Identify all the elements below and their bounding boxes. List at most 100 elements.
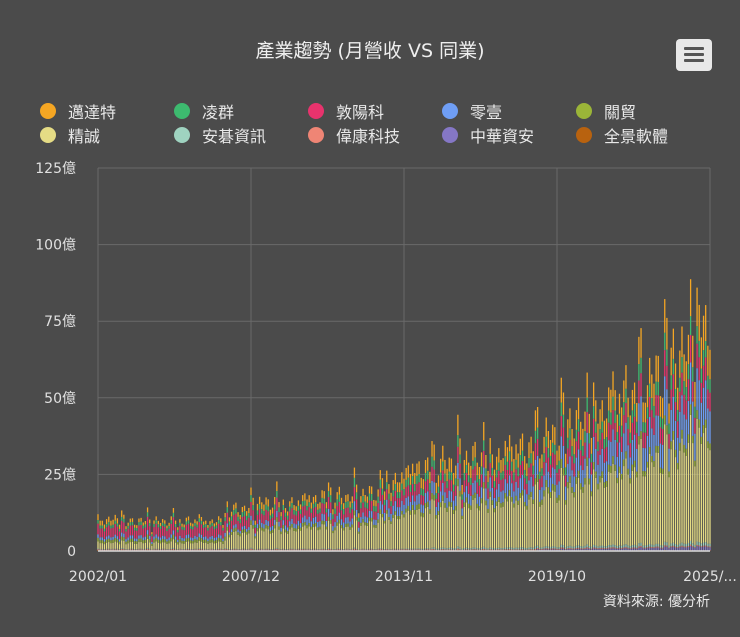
bar-segment xyxy=(205,539,207,543)
bar-segment xyxy=(274,519,276,525)
bar-segment xyxy=(170,541,172,549)
bar-segment xyxy=(418,503,420,509)
bar-segment xyxy=(474,441,476,458)
bar-segment xyxy=(631,545,634,548)
bar-segment xyxy=(543,462,545,476)
bar-segment xyxy=(601,400,603,422)
bar-segment xyxy=(631,439,634,465)
bar-segment xyxy=(679,442,681,451)
bar-segment xyxy=(103,524,106,529)
bar-segment xyxy=(455,510,457,549)
legend-item[interactable]: 安碁資訊 xyxy=(174,124,308,146)
bar-segment xyxy=(513,491,515,504)
bar-segment xyxy=(595,545,597,548)
bar-segment xyxy=(394,472,397,485)
bar-segment xyxy=(256,514,259,524)
bar-segment xyxy=(129,525,131,536)
bar-segment xyxy=(310,549,312,550)
bar-segment xyxy=(541,468,543,476)
bar-segment xyxy=(696,368,698,411)
bar-segment xyxy=(457,486,459,547)
bar-segment xyxy=(411,549,414,551)
bar-segment xyxy=(552,467,554,484)
bar-segment xyxy=(698,546,700,551)
legend-item[interactable]: 零壹 xyxy=(442,100,576,122)
bar-segment xyxy=(569,482,571,546)
bar-segment xyxy=(547,487,550,494)
bar-segment xyxy=(334,508,336,514)
bar-segment xyxy=(190,522,192,526)
bar-segment xyxy=(532,465,534,475)
bar-segment xyxy=(433,482,435,495)
bar-segment xyxy=(541,548,543,550)
bar-segment xyxy=(157,542,159,549)
bar-segment xyxy=(338,548,340,550)
legend-item[interactable]: 中華資安 xyxy=(442,124,576,146)
bar-segment xyxy=(133,543,136,550)
legend-item[interactable]: 關貿 xyxy=(576,100,710,122)
legend-item[interactable]: 全景軟體 xyxy=(576,124,710,146)
bar-segment xyxy=(252,497,254,506)
bar-segment xyxy=(336,522,338,526)
bar-segment xyxy=(418,548,420,550)
bar-segment xyxy=(483,450,485,468)
bar-segment xyxy=(140,548,142,550)
bar-segment xyxy=(601,548,603,551)
bar-segment xyxy=(295,548,297,550)
bar-segment xyxy=(364,549,366,551)
bar-segment xyxy=(571,492,573,547)
bar-segment xyxy=(571,549,573,551)
bar-segment xyxy=(670,543,672,547)
bar-segment xyxy=(133,538,136,542)
bar-segment xyxy=(297,510,300,521)
bar-segment xyxy=(116,536,119,540)
bar-segment xyxy=(439,507,442,548)
bar-segment xyxy=(595,432,597,449)
bar-segment xyxy=(362,502,364,513)
bar-segment xyxy=(694,466,696,545)
legend-item[interactable]: 凌群 xyxy=(174,100,308,122)
bar-segment xyxy=(534,443,537,460)
bar-segment xyxy=(459,547,461,550)
bar-segment xyxy=(153,523,155,528)
bar-segment xyxy=(657,547,659,551)
bar-segment xyxy=(237,529,239,533)
bar-segment xyxy=(608,464,610,472)
bar-segment xyxy=(386,549,388,551)
bar-segment xyxy=(407,505,409,511)
bar-segment xyxy=(183,538,185,541)
bar-segment xyxy=(580,489,582,547)
bar-segment xyxy=(194,548,196,550)
bar-segment xyxy=(155,541,157,549)
bar-segment xyxy=(601,547,603,549)
legend-item[interactable]: 精誠 xyxy=(40,124,174,146)
bar-segment xyxy=(170,516,172,521)
bar-segment xyxy=(623,433,625,460)
bar-segment xyxy=(196,548,198,550)
bar-segment xyxy=(377,548,379,550)
bar-segment xyxy=(237,549,239,551)
bar-segment xyxy=(383,549,386,550)
legend-item[interactable]: 邁達特 xyxy=(40,100,174,122)
legend-item[interactable]: 偉康科技 xyxy=(308,124,442,146)
bar-segment xyxy=(265,509,267,520)
hamburger-menu-icon[interactable] xyxy=(676,39,712,71)
bar-segment xyxy=(401,548,403,550)
bar-segment xyxy=(317,530,319,550)
bar-segment xyxy=(427,470,429,480)
bar-segment xyxy=(627,547,629,549)
bar-segment xyxy=(636,421,638,434)
bar-segment xyxy=(597,549,599,551)
bar-segment xyxy=(562,475,565,546)
bar-segment xyxy=(108,516,110,523)
bar-segment xyxy=(267,511,269,522)
bar-segment xyxy=(174,523,177,528)
bar-segment xyxy=(323,514,325,522)
bar-segment xyxy=(556,484,558,498)
legend-item[interactable]: 敦陽科 xyxy=(308,100,442,122)
bar-segment xyxy=(614,410,616,423)
bar-segment xyxy=(524,506,526,548)
bar-segment xyxy=(476,503,478,509)
bar-segment xyxy=(702,387,705,426)
bar-segment xyxy=(383,512,386,521)
